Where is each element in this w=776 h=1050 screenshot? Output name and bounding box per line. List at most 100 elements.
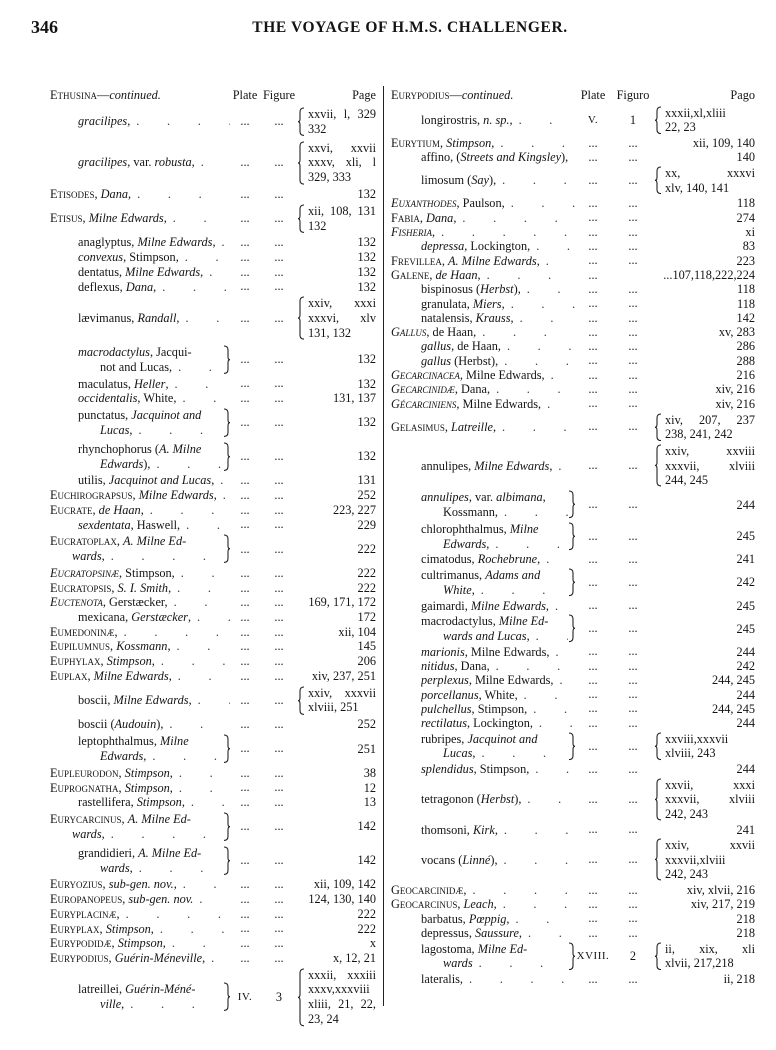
plate-number: ... — [240, 473, 250, 488]
genus-name: Eucratoplax — [50, 534, 117, 549]
entry-name: macrodactylus, Milne Ed-wards and Lucas, — [391, 614, 575, 643]
entry-name-line: natalensis, Krauss, — [421, 311, 575, 325]
entry-name: Eucratopsinæ, Stimpson, — [50, 566, 230, 581]
text: , — [491, 136, 495, 151]
page-reference-line: 118 — [737, 296, 755, 311]
entry-name: vocans (Linné), — [391, 853, 575, 867]
figure-number: ... — [274, 502, 284, 517]
plate-number: ... — [588, 253, 598, 268]
leader-dots — [549, 599, 575, 613]
figure-number: ... — [628, 792, 638, 807]
page-references: 132 — [298, 352, 376, 367]
author-or-epithet: gallus — [421, 353, 452, 368]
page-reference-line: 132 — [308, 218, 327, 233]
author-or-epithet: Kossmann — [116, 639, 168, 654]
index-entry: rectilatus, Lockington,...... 244 — [391, 716, 755, 730]
plate-number: ... — [240, 235, 250, 250]
page-references: 118 — [655, 196, 755, 210]
plate-number: ... — [588, 552, 598, 567]
index-entry: dentatus, Milne Edwards,...... 132 — [50, 265, 376, 280]
entry-name-line: Fabia, Dana, — [391, 211, 575, 225]
page-reference-line: xiv, 217, 219 — [690, 897, 755, 912]
entry-name: cimatodus, Rochebrune, — [391, 552, 575, 566]
entry-name-line: depressa, Lockington, — [421, 239, 575, 253]
text: , Stimpson, — [119, 566, 175, 581]
page-reference-line: 131 — [357, 473, 376, 488]
left-brace-icon — [298, 141, 305, 185]
entry-name: gracilipes, var. robusta, — [50, 155, 230, 170]
page-reference-line: 223 — [736, 253, 755, 268]
figure-number: ... — [628, 701, 638, 716]
entry-name-line: boscii, Milne Edwards, — [78, 693, 230, 708]
index-entry: gaimardi, Milne Edwards,...... 245 — [391, 598, 755, 613]
index-entry: Gécarciniens, Milne Edwards,...... xiv, 2… — [391, 396, 755, 411]
entry-name: longirostris, n. sp., — [391, 113, 575, 127]
entry-name: rhynchophorus (A. Milne Edwards), — [50, 442, 230, 471]
entry-name: Euryplax, Stimpson, — [50, 922, 230, 937]
entry-name: nitidus, Dana, — [391, 659, 575, 673]
text: , — [121, 812, 128, 827]
text: , — [494, 822, 498, 837]
text: , Lockington, — [467, 716, 533, 731]
entry-name: Etisodes, Dana, — [50, 187, 230, 202]
plate-number: ... — [588, 310, 598, 325]
page-reference-line: 242 — [736, 658, 755, 673]
entry-name-line: gallus (Herbst), — [421, 354, 575, 368]
leader-dots — [509, 912, 575, 926]
page-reference-line: xii, 109, 140 — [692, 136, 755, 151]
page-reference-line: 245 — [736, 529, 755, 544]
left-brace-icon — [655, 444, 662, 487]
plate-number: ... — [588, 135, 598, 150]
page-reference-line: 329, 333 — [308, 170, 352, 185]
index-entry: Eurypodidæ, Stimpson,...... x — [50, 936, 376, 951]
text: , — [168, 668, 172, 683]
leader-dots — [132, 423, 223, 438]
entry-name-line: wards, — [78, 861, 223, 876]
page-reference-line: 251 — [357, 741, 376, 756]
text: punctatus, — [78, 408, 132, 423]
leader-dots — [513, 113, 575, 127]
page-references: 222 — [298, 566, 376, 581]
entry-name-line: nitidus, Dana, — [421, 659, 575, 673]
page-reference-line: 124, 130, 140 — [308, 892, 376, 907]
plate-number: ... — [588, 672, 598, 687]
entry-name-line: Eurycarcinus, A. Milne Ed- — [50, 812, 223, 827]
page-reference-line: 216 — [736, 368, 755, 383]
text: longirostris, — [421, 113, 484, 128]
page-references: 169, 171, 172 — [298, 595, 376, 610]
entry-name-line: Euryplacinæ, — [50, 907, 230, 922]
text: , — [173, 877, 177, 892]
text: , — [453, 210, 457, 225]
entry-name-line: grandidieri, A. Milne Ed- — [78, 846, 223, 861]
figure-number: ... — [628, 281, 638, 296]
plate-number: ... — [588, 210, 598, 225]
text: thomsoni, — [421, 822, 473, 837]
text: annulipes, — [421, 458, 475, 473]
page-references: 244 — [655, 688, 755, 702]
plate-number: ... — [240, 668, 250, 683]
right-brace-icon — [223, 734, 230, 764]
figure-number: ... — [274, 624, 284, 639]
figure-number: ... — [628, 497, 638, 512]
page-reference-line: 132 — [357, 279, 376, 294]
entry-name-line: Edwards), — [78, 457, 223, 472]
text: , — [518, 925, 522, 940]
left-brace-icon — [655, 838, 662, 881]
page-reference-line: 142 — [357, 853, 376, 868]
index-entry: deflexus, Dana,...... 132 — [50, 279, 376, 295]
page-references: xxvii, l, 329 332 — [298, 107, 376, 136]
entry-name: maculatus, Heller, — [50, 377, 230, 392]
entry-name: dentatus, Milne Edwards, — [50, 265, 230, 280]
plate-number: ... — [240, 624, 250, 639]
text: , — [181, 795, 185, 810]
entry-name: annulipes, Milne Edwards, — [391, 459, 575, 473]
text: bispinosus ( — [421, 282, 481, 297]
leader-dots — [180, 518, 230, 533]
author-or-epithet: Milne Ed- — [498, 614, 549, 629]
figure-number: ... — [628, 296, 638, 311]
page-references: xxviii,xxxvii xlviii, 243 — [655, 732, 755, 761]
page-references: xiv, 216 — [655, 397, 755, 411]
entry-name-line: Geocarcinidæ, — [391, 883, 575, 897]
index-entry: Euplax, Milne Edwards,...... xiv, 237, 25… — [50, 669, 376, 684]
